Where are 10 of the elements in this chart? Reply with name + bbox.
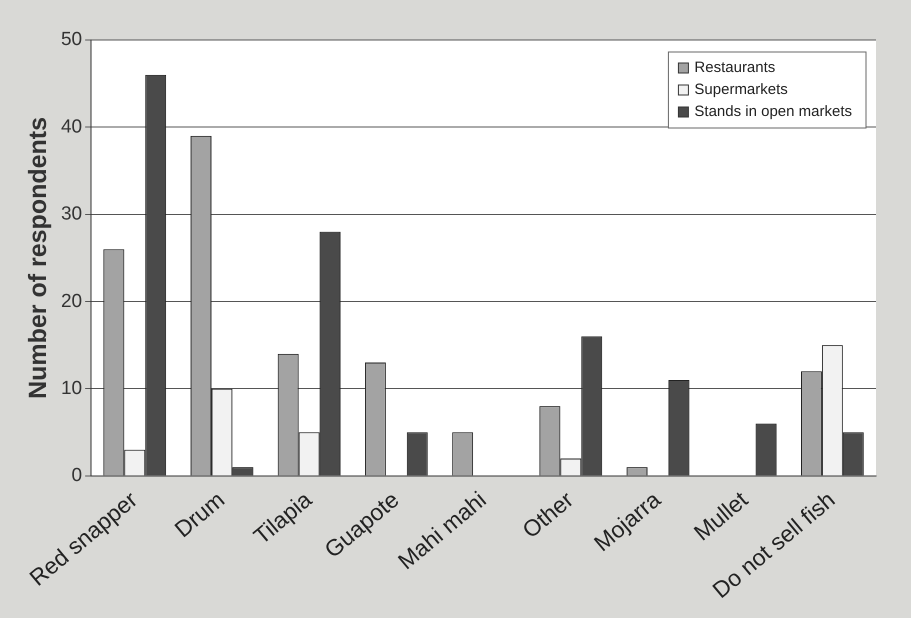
legend-label: Restaurants [694, 59, 776, 76]
legend-label: Stands in open markets [694, 103, 852, 120]
y-tick-label: 30 [60, 204, 82, 225]
y-tick-label: 50 [60, 29, 82, 50]
y-tick-label: 40 [60, 116, 82, 138]
y-tick-label: 10 [60, 378, 82, 399]
y-tick-label: 0 [72, 465, 82, 486]
y-axis-title: Number of respondents [24, 116, 52, 399]
y-tick-label: 20 [60, 290, 82, 312]
legend-label: Supermarkets [694, 81, 788, 98]
